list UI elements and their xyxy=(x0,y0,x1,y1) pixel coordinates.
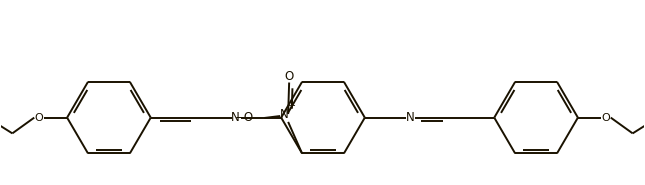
Text: −O: −O xyxy=(235,112,254,125)
Text: N: N xyxy=(231,111,240,124)
Text: N: N xyxy=(406,111,415,124)
Text: O: O xyxy=(35,113,44,123)
Text: O: O xyxy=(284,70,293,83)
Text: O: O xyxy=(601,113,610,123)
Text: N: N xyxy=(280,107,288,121)
Text: +: + xyxy=(287,101,295,111)
